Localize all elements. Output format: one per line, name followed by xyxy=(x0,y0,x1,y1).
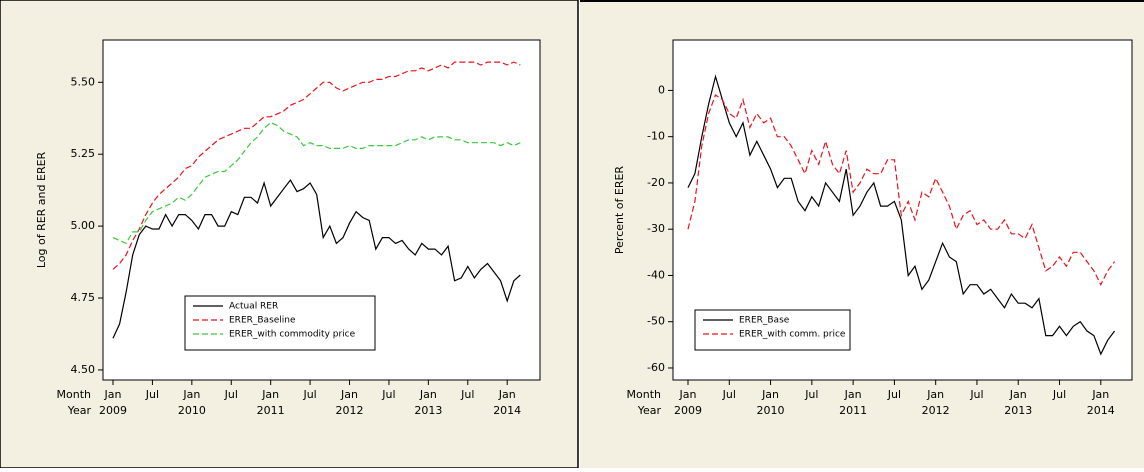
legend-label: Actual RER xyxy=(229,302,278,312)
y-tick-label: -60 xyxy=(647,361,665,374)
series-line xyxy=(112,179,521,339)
x-tick-label: Jan xyxy=(1091,388,1109,401)
x-tick-label: Jul xyxy=(145,388,159,401)
series-line xyxy=(687,94,1116,287)
x-tick-label: Jan xyxy=(261,388,279,401)
legend-label: ERER_with commodity price xyxy=(229,330,356,340)
x-year-label: 2010 xyxy=(178,404,206,417)
x-tick-label: Jul xyxy=(804,388,818,401)
x-year-label: 2013 xyxy=(1004,404,1032,417)
x-year-label: 2009 xyxy=(99,404,127,417)
x-tick-label: Jan xyxy=(104,388,122,401)
x-tick-label: Jul xyxy=(302,388,316,401)
x-tick-label: Jan xyxy=(679,388,697,401)
x-tick-label: Jan xyxy=(498,388,516,401)
x-tick-label: Jan xyxy=(182,388,200,401)
x-year-label: 2010 xyxy=(757,404,785,417)
legend-label: ERER_Base xyxy=(739,316,790,326)
y-tick-label: 0 xyxy=(658,83,665,96)
x-year-label: 2012 xyxy=(922,404,950,417)
x-tick-label: Jan xyxy=(1009,388,1027,401)
y-tick-label: 4.75 xyxy=(71,291,96,304)
legend-label: ERER_with comm. price xyxy=(739,330,846,340)
x-tick-label: Jan xyxy=(340,388,358,401)
x-year-label: 2012 xyxy=(336,404,364,417)
y-tick-label: 5.50 xyxy=(71,75,96,88)
series-line xyxy=(112,121,521,245)
y-axis-label: Percent of ERER xyxy=(613,166,626,255)
y-tick-label: -30 xyxy=(647,222,665,235)
x-tick-label: Jul xyxy=(1052,388,1066,401)
x-tick-label: Jan xyxy=(419,388,437,401)
x-year-label: 2009 xyxy=(674,404,702,417)
y-tick-label: -40 xyxy=(647,268,665,281)
x-tick-label: Jul xyxy=(969,388,983,401)
y-tick-label: 4.50 xyxy=(71,363,96,376)
x-tick-label: Jul xyxy=(224,388,238,401)
y-tick-label: -10 xyxy=(647,130,665,143)
x-tick-label: Jan xyxy=(844,388,862,401)
y-tick-label: 5.00 xyxy=(71,219,96,232)
legend-box xyxy=(184,295,376,351)
x-tick-label: Jan xyxy=(926,388,944,401)
x-row-label: Month xyxy=(627,388,662,401)
legend-label: ERER_Baseline xyxy=(229,316,296,326)
y-axis-label: Log of RER and ERER xyxy=(35,151,48,268)
y-tick-label: -20 xyxy=(647,176,665,189)
x-year-label: 2011 xyxy=(257,404,285,417)
x-tick-label: Jan xyxy=(761,388,779,401)
y-tick-label: 5.25 xyxy=(71,147,96,160)
x-row-label: Month xyxy=(57,388,92,401)
x-year-label: 2011 xyxy=(839,404,867,417)
series-line xyxy=(687,74,1116,356)
legend-box xyxy=(694,309,851,351)
x-year-label: 2014 xyxy=(1087,404,1115,417)
y-tick-label: -50 xyxy=(647,315,665,328)
x-tick-label: Jul xyxy=(722,388,736,401)
x-tick-label: Jul xyxy=(887,388,901,401)
x-row-label: Year xyxy=(67,404,92,417)
x-tick-label: Jul xyxy=(381,388,395,401)
x-year-label: 2013 xyxy=(414,404,442,417)
series-line xyxy=(112,61,521,270)
x-row-label: Year xyxy=(637,404,662,417)
x-tick-label: Jul xyxy=(460,388,474,401)
x-year-label: 2014 xyxy=(493,404,521,417)
